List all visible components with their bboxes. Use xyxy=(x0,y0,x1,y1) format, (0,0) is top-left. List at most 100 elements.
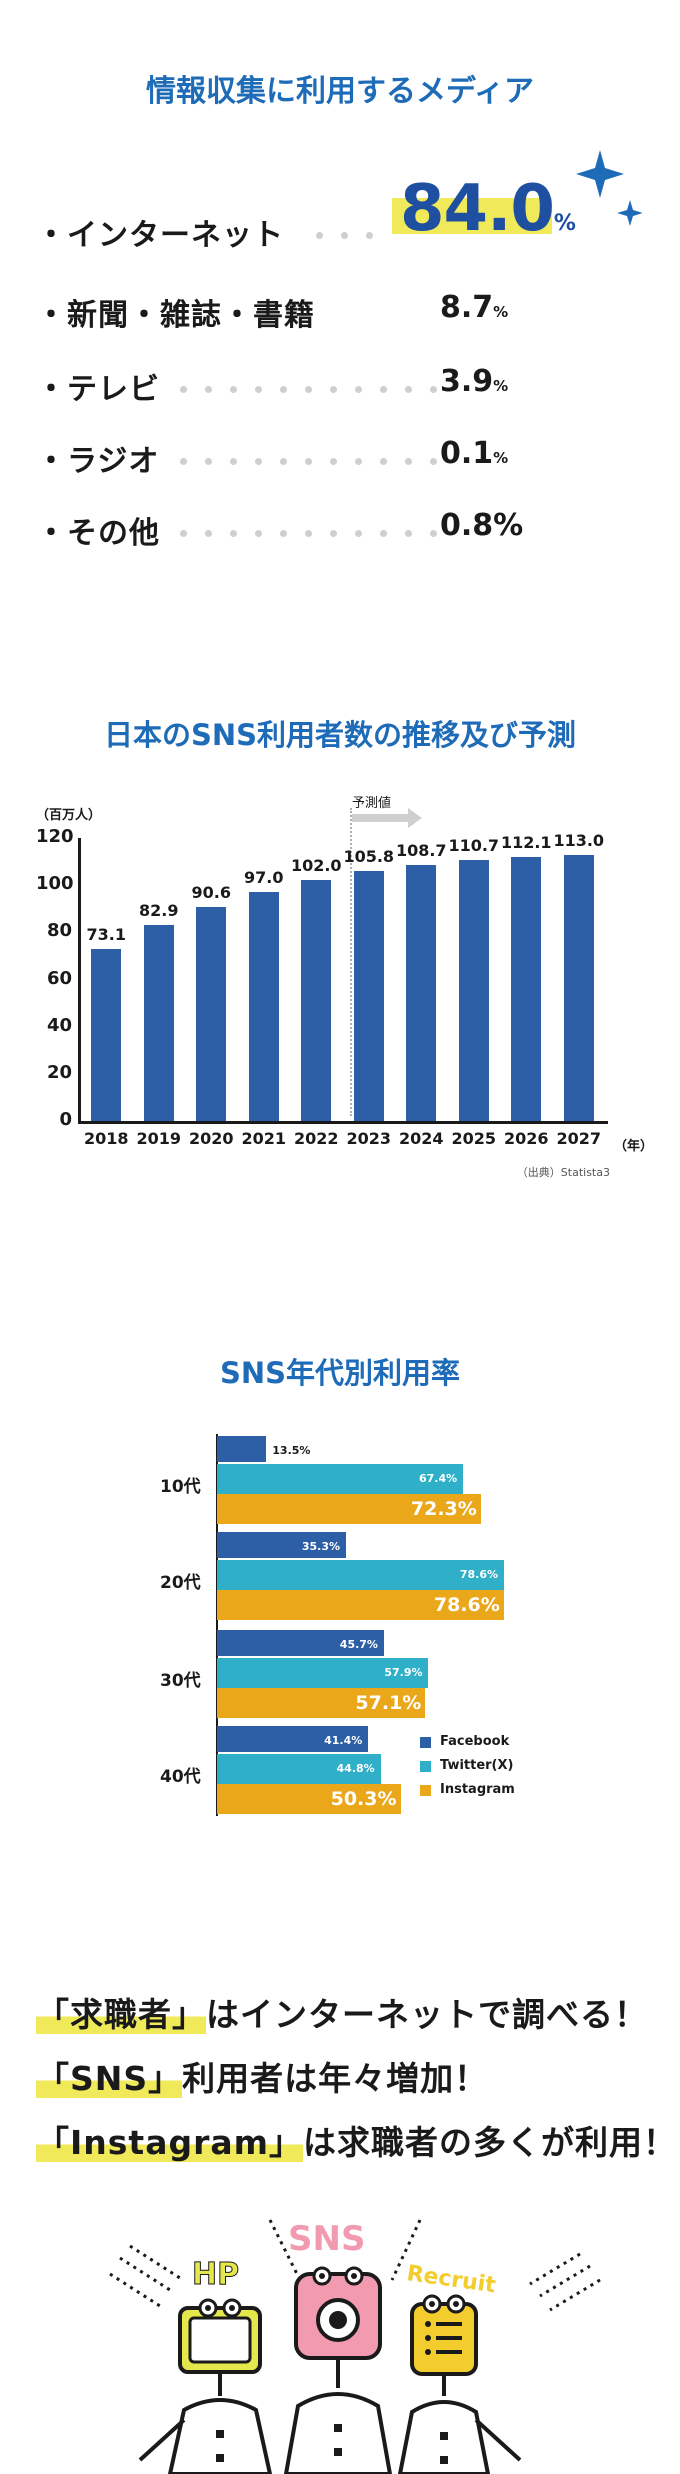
chart1-xunit: （年） xyxy=(614,1139,654,1154)
sns-label: SNS xyxy=(288,2219,365,2259)
bar xyxy=(248,892,279,1121)
bar xyxy=(301,880,332,1121)
media-label: ・ラジオ xyxy=(36,444,160,479)
bar-twitterx xyxy=(217,1464,463,1494)
media-item-internet: ・インターネット xyxy=(36,206,656,253)
bar-value-label: 90.6 xyxy=(191,883,231,903)
legend-swatch xyxy=(420,1761,431,1772)
media-label: ・テレビ xyxy=(36,372,160,407)
media-item-other: ・その他 0.8% xyxy=(36,504,656,551)
bar-twitterx xyxy=(217,1754,381,1784)
chart1-plot: 120 100 80 60 40 20 0 73.1 2018 82.9 2019 90.6 2020 9… xyxy=(0,0,680,1200)
hp-monitor-icon xyxy=(178,2298,262,2374)
dot-leader xyxy=(180,378,455,393)
media-value: 0.1% xyxy=(440,436,509,471)
bar-value-label: 97.0 xyxy=(244,868,284,888)
age-group-label: 40代 xyxy=(160,1767,201,1787)
media-item-tv: ・テレビ 3.9% xyxy=(36,360,656,407)
bar-value-label: 13.5% xyxy=(272,1444,311,1457)
bar xyxy=(406,864,437,1121)
bar xyxy=(353,871,384,1121)
bar xyxy=(511,856,542,1121)
chart1-source: （出典）Statista3 xyxy=(516,1166,610,1179)
bar xyxy=(563,854,594,1121)
bar-value-label: 41.4% xyxy=(324,1734,363,1747)
x-tick-label: 2024 xyxy=(398,1129,444,1148)
bar xyxy=(91,948,122,1121)
chart1-ylabel: （百万人） xyxy=(36,808,102,823)
dot-leader xyxy=(180,522,455,537)
media-item-radio: ・ラジオ 0.1% xyxy=(36,432,656,479)
x-tick-label: 2026 xyxy=(503,1129,549,1148)
internet-value: 84.0% xyxy=(400,172,576,246)
forecast-arrow-icon xyxy=(352,808,422,828)
media-title: 情報収集に利用するメディア xyxy=(146,74,534,109)
bar-instagram xyxy=(217,1494,481,1524)
bar-value-label: 105.8 xyxy=(343,847,395,867)
y-tick-label: 120 xyxy=(36,826,74,847)
bar-value-label: 82.9 xyxy=(139,901,179,921)
x-tick-label: 2027 xyxy=(556,1129,602,1148)
bar-value-label: 102.0 xyxy=(290,856,342,876)
bar-twitterx xyxy=(217,1560,504,1590)
y-tick-label: 0 xyxy=(59,1109,72,1130)
legend-label: Twitter(X) xyxy=(440,1758,514,1773)
chart2-title: SNS年代別利用率 xyxy=(219,1356,461,1390)
bar-value-label: 35.3% xyxy=(301,1540,341,1553)
media-label: ・その他 xyxy=(36,516,160,551)
x-tick-label: 2025 xyxy=(451,1129,497,1148)
x-tick-label: 2023 xyxy=(346,1129,392,1148)
chart2-plot: 10代 13.5% 67.4% 72.3% 20代 35.3% 78.6% 78.6% 30代 4… xyxy=(160,1436,515,1814)
bar xyxy=(143,925,174,1121)
bar-value-label: 112.1 xyxy=(500,832,552,852)
x-tick-label: 2020 xyxy=(188,1129,234,1148)
dot-leader xyxy=(180,450,455,465)
x-tick-label: 2022 xyxy=(293,1129,339,1148)
forecast-label: 予測値 xyxy=(352,796,392,811)
y-tick-label: 80 xyxy=(46,920,72,942)
bar-value-label: 57.1% xyxy=(355,1692,422,1714)
bar-value-label: 67.4% xyxy=(419,1472,458,1485)
bar-value-label: 113.0 xyxy=(553,830,605,850)
age-group-label: 20代 xyxy=(160,1573,201,1593)
bar xyxy=(458,859,489,1121)
legend-swatch xyxy=(420,1737,431,1748)
recruit-list-icon xyxy=(410,2294,478,2376)
legend-swatch xyxy=(420,1785,431,1796)
bar-facebook xyxy=(217,1436,267,1462)
y-tick-label: 40 xyxy=(46,1014,72,1036)
age-group-label: 10代 xyxy=(160,1477,201,1497)
bar-value-label: 44.8% xyxy=(336,1762,375,1775)
legend-label: Instagram xyxy=(440,1782,515,1797)
age-group-label: 30代 xyxy=(160,1671,201,1691)
y-tick-label: 20 xyxy=(46,1061,72,1083)
bar-value-label: 50.3% xyxy=(330,1788,397,1810)
x-tick-label: 2019 xyxy=(136,1129,182,1148)
x-tick-label: 2018 xyxy=(83,1129,129,1148)
bar-instagram xyxy=(217,1688,426,1718)
bar-instagram xyxy=(217,1590,504,1620)
chart1-y-axis xyxy=(78,838,81,1124)
bar-facebook xyxy=(217,1532,346,1558)
bar-value-label: 110.7 xyxy=(448,835,500,855)
bar-twitterx xyxy=(217,1658,429,1688)
y-tick-label: 60 xyxy=(46,967,72,989)
chart1-x-axis xyxy=(78,1121,608,1124)
x-tick-label: 2021 xyxy=(241,1129,287,1148)
forecast-divider xyxy=(350,808,352,1116)
tagline-3: 「Instagram」は求職者の多くが利用！ xyxy=(36,2123,678,2162)
bar-facebook xyxy=(217,1726,369,1752)
media-value: 8.7% xyxy=(440,290,509,325)
sns-camera-icon xyxy=(294,2266,382,2360)
bar-facebook xyxy=(217,1630,384,1656)
dot-leader xyxy=(316,224,391,239)
legend-label: Facebook xyxy=(440,1734,510,1749)
hp-label: HP xyxy=(192,2257,239,2292)
bar-value-label: 73.1 xyxy=(86,924,126,944)
bar-value-label: 57.9% xyxy=(384,1666,423,1679)
chart1-title: 日本のSNS利用者数の推移及び予測 xyxy=(103,718,577,752)
media-item-print: ・新聞・雑誌・書籍 8.7% xyxy=(36,286,656,333)
bar-value-label: 108.7 xyxy=(395,840,447,860)
recruit-label: Recruit xyxy=(405,2261,498,2298)
sparkle-icon xyxy=(576,150,642,226)
